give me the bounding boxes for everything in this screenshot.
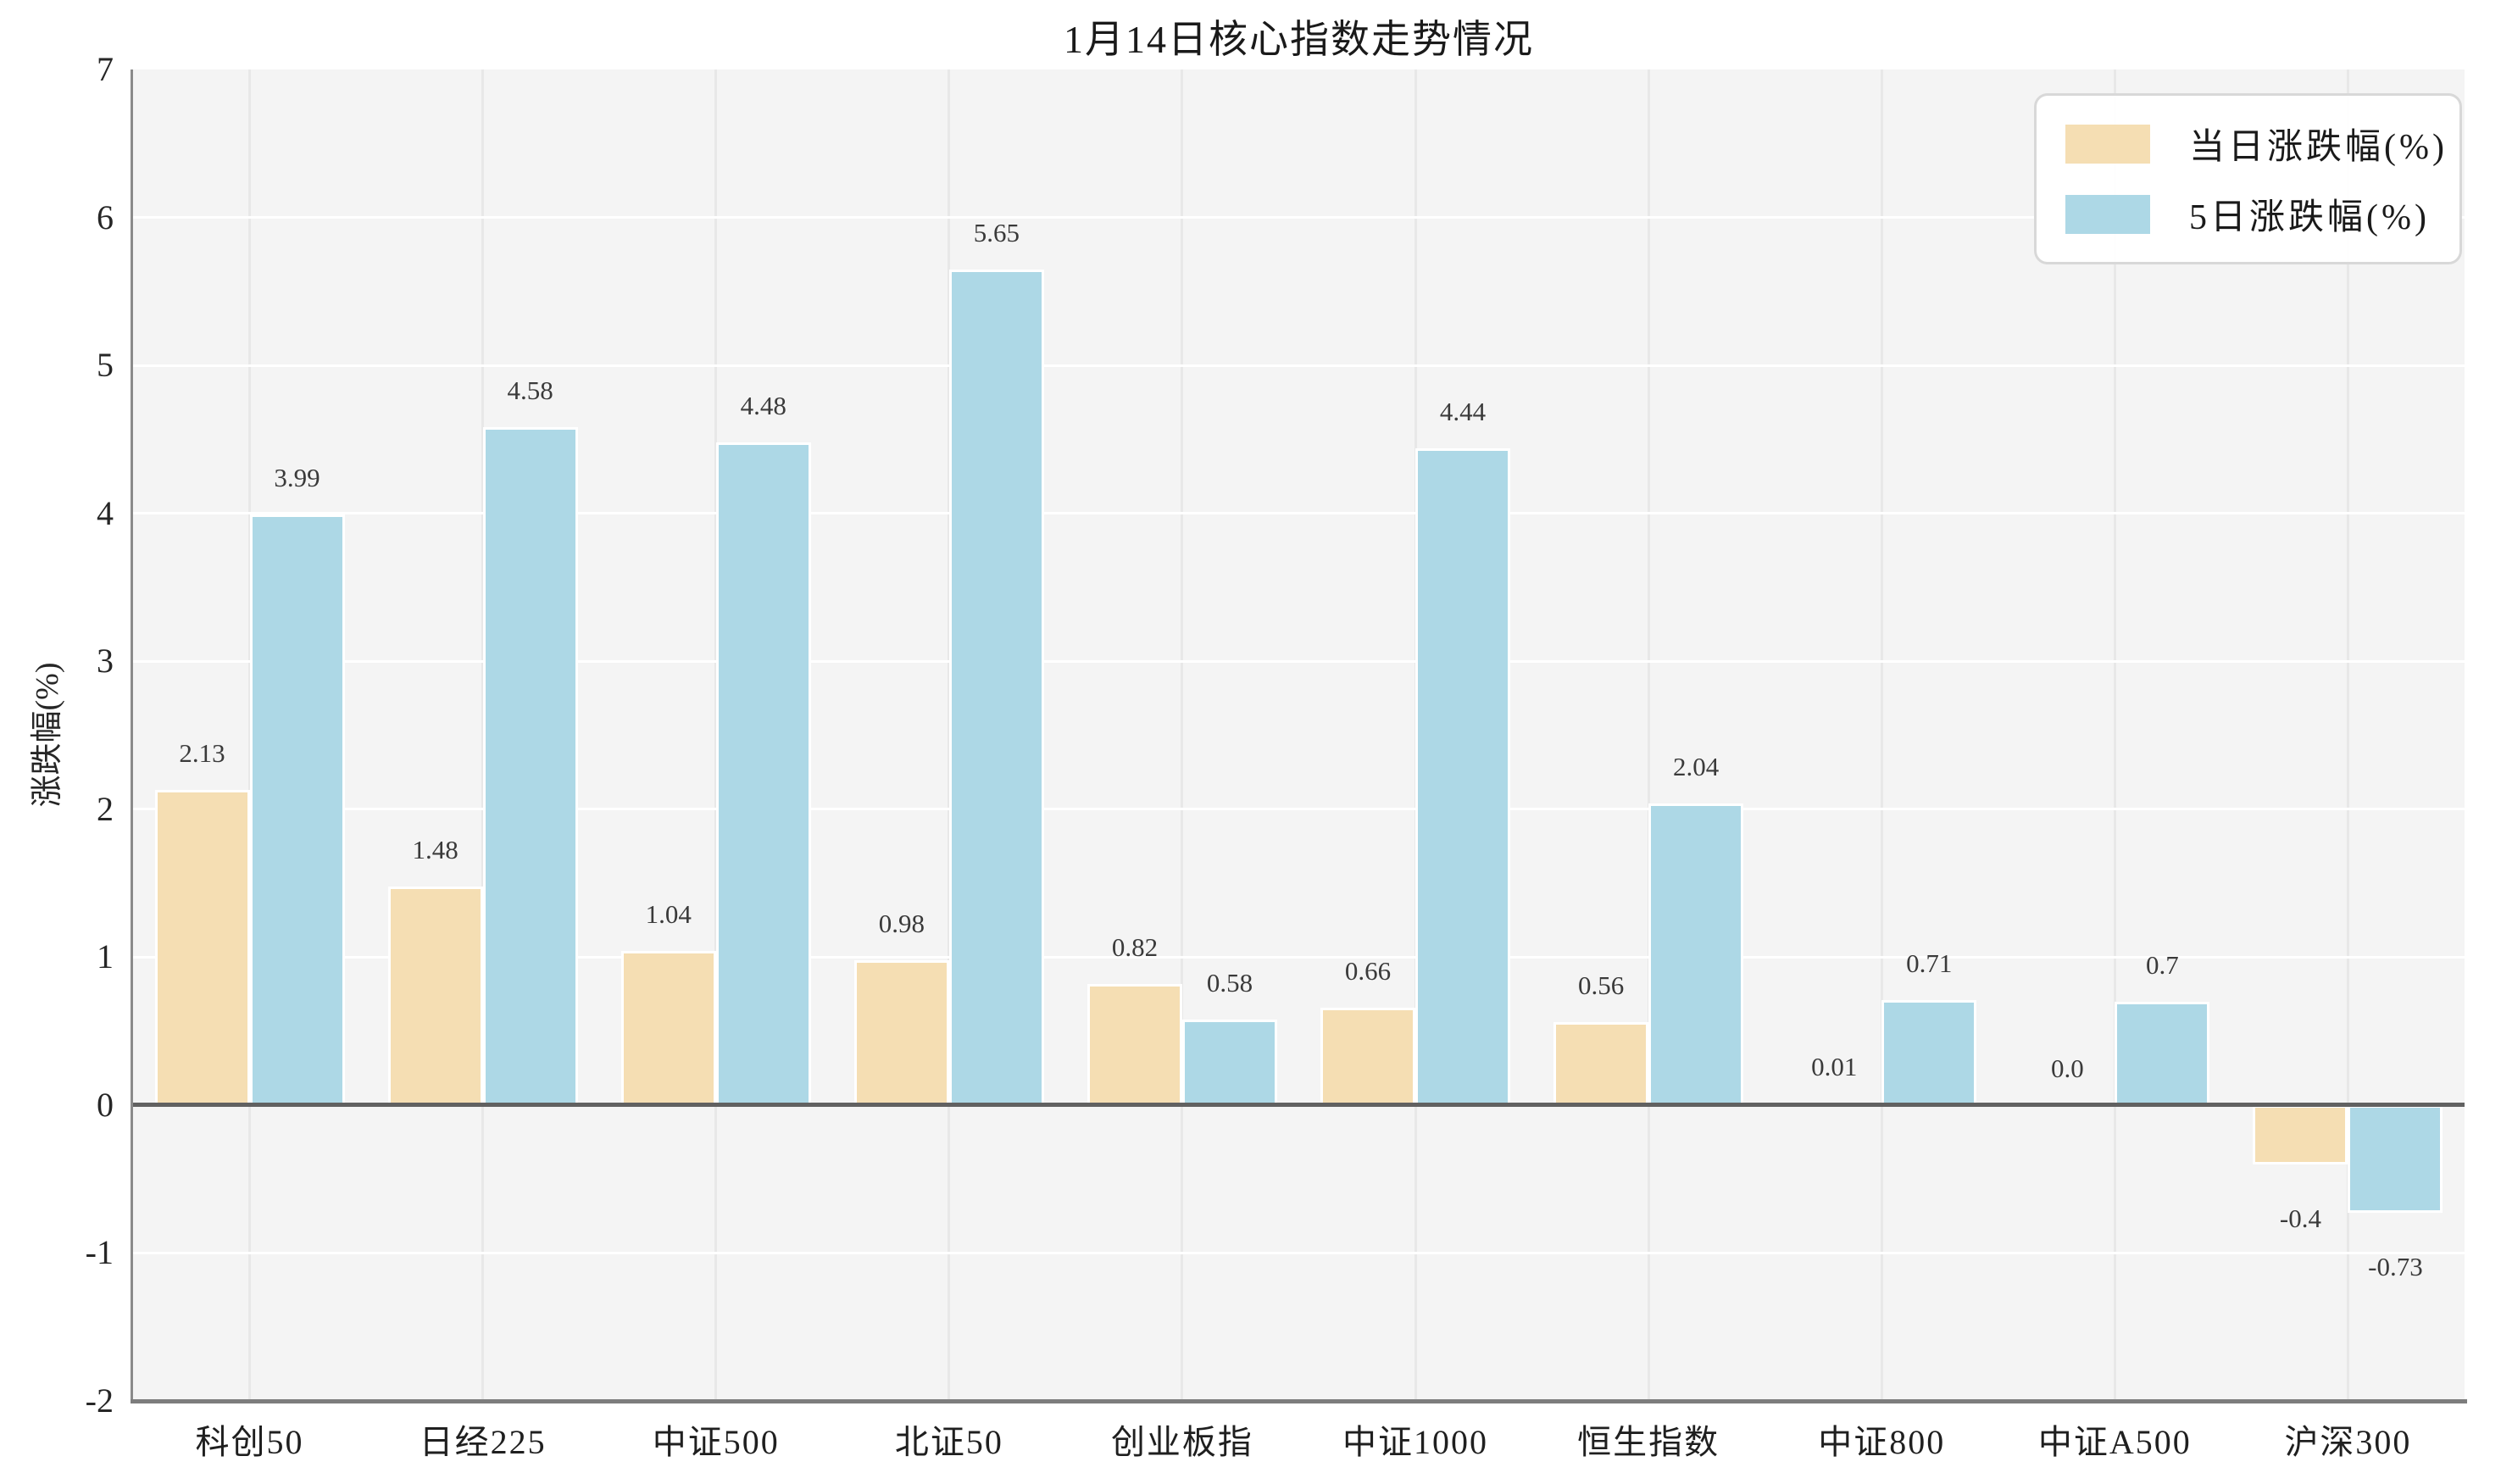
plot-area: 2.13 1.48 1.04 0.98 0.82 0.66 0.56 0.01 0.0 -0.4 3… <box>133 69 2465 1401</box>
bar <box>154 790 250 1105</box>
bar <box>1415 447 1511 1105</box>
v-gridline <box>1181 69 1184 1401</box>
bar-value-label: 0.66 <box>1344 955 1392 986</box>
bar-value-label: 4.58 <box>507 375 553 406</box>
chart-title: 1月14日核心指数走势情况 <box>1064 18 1534 61</box>
x-tick-label: 恒生指数 <box>1577 1423 1720 1461</box>
y-tick-label: 0 <box>97 1085 114 1124</box>
h-gridline <box>133 216 2465 220</box>
v-gridline <box>1880 69 1883 1401</box>
x-axis-spine <box>131 1399 2467 1403</box>
bar-value-label: 0.56 <box>1578 970 1625 1001</box>
legend-label-5day-change: 5日涨跌幅(%) <box>2189 198 2430 237</box>
x-tick-label: 中证500 <box>652 1423 780 1461</box>
bar <box>853 959 949 1105</box>
bar <box>1553 1022 1649 1105</box>
y-tick-label: -1 <box>85 1233 114 1272</box>
bar-value-label: 2.04 <box>1673 751 1720 781</box>
legend-swatch-daily-change <box>2065 124 2150 164</box>
h-gridline <box>133 808 2465 811</box>
bar-value-label: 0.98 <box>878 908 925 938</box>
bar-value-label: 0.7 <box>2145 949 2179 980</box>
bar-value-label: -0.73 <box>2368 1252 2423 1282</box>
bar <box>2253 1104 2348 1164</box>
bar-value-label: 4.44 <box>1439 396 1487 426</box>
bar <box>948 269 1044 1105</box>
bar <box>482 427 578 1105</box>
y-axis-label: 涨跌幅(%) <box>30 662 65 808</box>
legend-item-daily-change: 当日涨跌幅(%) <box>2065 118 2444 170</box>
bar <box>2348 1104 2443 1214</box>
x-tick-label: 中证800 <box>1818 1423 1946 1461</box>
v-gridline <box>2346 69 2349 1401</box>
y-tick-label: -2 <box>85 1381 114 1420</box>
bar <box>1320 1007 1416 1105</box>
y-tick-label: 7 <box>97 50 114 88</box>
bar-value-label: 2.13 <box>179 738 225 769</box>
bar <box>1181 1019 1277 1105</box>
bar <box>1648 803 1744 1105</box>
legend: 当日涨跌幅(%) 5日涨跌幅(%) <box>2034 93 2462 264</box>
bar-value-label: 0.58 <box>1206 967 1253 998</box>
h-gridline <box>133 659 2465 663</box>
bar-value-label: 0.0 <box>2050 1053 2084 1083</box>
y-tick-label: 2 <box>97 789 114 828</box>
bar-value-label: -0.4 <box>2279 1203 2321 1233</box>
bar <box>249 514 345 1105</box>
legend-item-5day-change: 5日涨跌幅(%) <box>2065 188 2431 240</box>
bar-value-label: 1.48 <box>412 834 459 864</box>
x-tick-label: 北证50 <box>894 1423 1003 1461</box>
bar-value-label: 0.71 <box>1906 948 1953 978</box>
v-gridline <box>2113 69 2116 1401</box>
x-tick-label: 科创50 <box>195 1423 304 1461</box>
h-gridline <box>133 364 2465 367</box>
bar <box>387 886 483 1105</box>
x-tick-label: 中证A500 <box>2037 1423 2192 1461</box>
zero-baseline <box>133 1103 2465 1108</box>
x-tick-label: 中证1000 <box>1342 1423 1489 1461</box>
h-gridline <box>133 955 2465 959</box>
y-tick-label: 5 <box>97 346 114 385</box>
h-gridline <box>133 1251 2465 1254</box>
bar-value-label: 4.48 <box>740 390 786 420</box>
v-gridline <box>1647 69 1650 1401</box>
bar-value-label: 3.99 <box>274 463 320 493</box>
y-tick-label: 6 <box>97 197 114 236</box>
x-tick-label: 创业板指 <box>1110 1423 1253 1461</box>
y-tick-label: 3 <box>97 642 114 681</box>
h-gridline <box>133 512 2465 515</box>
x-tick-label: 日经225 <box>419 1423 547 1461</box>
y-axis-spine <box>131 69 133 1403</box>
y-tick-label: 4 <box>97 493 114 532</box>
bar <box>1881 999 1977 1105</box>
legend-label-daily-change: 当日涨跌幅(%) <box>2189 128 2448 167</box>
bar-value-label: 0.82 <box>1111 931 1159 962</box>
legend-swatch-5day-change <box>2065 194 2150 234</box>
x-tick-label: 沪深300 <box>2284 1423 2412 1461</box>
bar-value-label: 5.65 <box>973 217 1020 247</box>
bar <box>620 951 716 1105</box>
bar <box>1087 983 1182 1105</box>
bar-value-label: 1.04 <box>645 899 692 930</box>
bar-value-label: 0.01 <box>1811 1052 1858 1082</box>
bar <box>715 442 811 1105</box>
y-tick-label: 1 <box>97 937 114 976</box>
